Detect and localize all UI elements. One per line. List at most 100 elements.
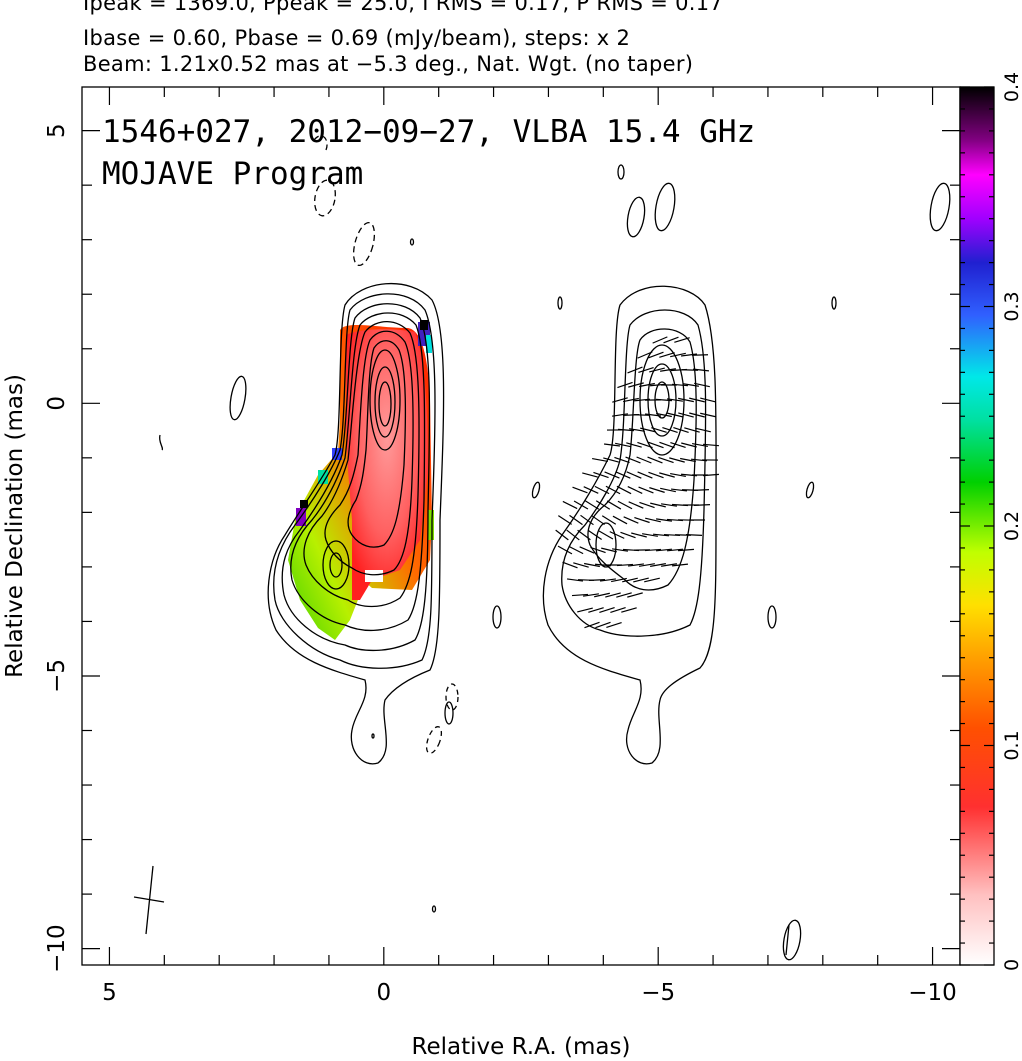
evpa-tick <box>633 577 649 583</box>
right-intensity-contours <box>542 285 717 765</box>
evpa-tick <box>628 382 644 388</box>
evpa-tick <box>650 502 666 508</box>
evpa-tick <box>588 607 604 613</box>
header-stats-line1: Ipeak = 1369.0, Ppeak = 25.0, I RMS = 0.… <box>83 0 724 15</box>
y-tick-label: −5 <box>44 659 70 693</box>
evpa-tick <box>637 441 653 449</box>
header-beam-line: Beam: 1.21x0.52 mas at −5.3 deg., Nat. W… <box>83 52 694 76</box>
evpa-tick <box>614 456 630 464</box>
evpa-tick <box>627 486 643 494</box>
plot-frame <box>81 86 961 966</box>
evpa-tick <box>660 487 676 493</box>
evpa-tick <box>640 427 656 433</box>
evpa-tick <box>678 397 694 403</box>
colorbar-tick-label: 0.2 <box>1001 511 1022 541</box>
evpa-tick <box>702 473 720 477</box>
evpa-tick <box>623 516 639 524</box>
evpa-tick <box>611 577 627 583</box>
evpa-tick <box>642 533 658 537</box>
evpa-tick <box>583 486 599 494</box>
evpa-tick <box>655 548 673 552</box>
evpa-tick <box>555 529 569 541</box>
evpa-tick <box>615 471 631 479</box>
y-tick-label: −10 <box>44 924 70 973</box>
evpa-tick <box>627 592 643 598</box>
evpa-tick <box>604 471 620 479</box>
evpa-tick <box>601 547 617 553</box>
evpa-tick <box>637 471 653 479</box>
evpa-tick <box>558 515 572 525</box>
evpa-tick <box>644 577 660 583</box>
evpa-tick <box>557 545 573 555</box>
x-tick-label: 0 <box>376 980 391 1006</box>
evpa-tick <box>638 486 654 494</box>
evpa-tick <box>656 412 672 418</box>
evpa-tick <box>594 592 610 598</box>
y-tick-label: 0 <box>44 396 70 411</box>
evpa-tick <box>670 441 686 449</box>
evpa-tick <box>577 529 591 541</box>
evpa-tick <box>612 515 628 525</box>
evpa-tick <box>621 607 637 613</box>
evpa-tick <box>645 517 661 523</box>
evpa-tick <box>678 412 694 418</box>
evpa-tick <box>677 548 695 552</box>
evpa-tick <box>670 488 688 492</box>
evpa-tick <box>639 382 655 388</box>
evpa-tick <box>562 500 578 510</box>
evpa-tick <box>655 398 673 402</box>
evpa-tick <box>603 443 621 447</box>
evpa-tick <box>638 366 654 374</box>
evpa-tick <box>644 413 662 417</box>
evpa-tick <box>644 548 662 552</box>
evpa-tick <box>612 397 628 403</box>
evpa-tick <box>605 485 621 495</box>
evpa-tick <box>652 533 670 537</box>
evpa-tick <box>680 457 696 463</box>
evpa-tick <box>584 562 600 568</box>
left-intensity-contours <box>267 282 445 765</box>
evpa-tick <box>655 518 673 522</box>
evpa-tick <box>573 500 589 510</box>
evpa-tick <box>694 382 710 388</box>
evpa-tick <box>659 352 675 358</box>
evpa-tick <box>683 383 699 387</box>
colorbar-tick-label: 0.1 <box>1001 730 1022 760</box>
evpa-tick <box>617 500 633 510</box>
evpa-tick <box>599 578 617 582</box>
evpa-tick <box>636 456 652 464</box>
evpa-tick <box>591 514 605 526</box>
evpa-tick <box>670 472 686 478</box>
colorbar-ticks <box>960 86 994 966</box>
evpa-tick <box>593 471 609 479</box>
evpa-tick <box>627 563 645 567</box>
evpa-tick <box>605 592 621 598</box>
evpa-tick <box>572 486 588 494</box>
program-label: MOJAVE Program <box>102 156 363 192</box>
evpa-tick <box>594 485 610 495</box>
evpa-tick <box>566 578 584 582</box>
evpa-tick <box>573 562 589 568</box>
evpa-tick <box>651 427 667 433</box>
evpa-tick <box>582 472 598 478</box>
x-axis-label: Relative R.A. (mas) <box>412 1034 631 1060</box>
evpa-tick <box>601 515 617 525</box>
evpa-tick <box>693 504 711 506</box>
evpa-tick <box>566 529 580 541</box>
evpa-tick <box>611 548 629 552</box>
evpa-tick <box>658 456 674 464</box>
evpa-tick <box>648 351 664 359</box>
evpa-tick <box>685 534 703 536</box>
evpa-tick <box>579 546 595 554</box>
header-stats-line2: Ibase = 0.60, Pbase = 0.69 (mJy/beam), s… <box>83 26 631 50</box>
evpa-tick <box>666 548 684 552</box>
evpa-tick <box>626 442 642 448</box>
evpa-tick <box>700 412 716 418</box>
colorbar-tick-label: 0 <box>1001 959 1022 971</box>
axis-tick-labels: 5 0 −5 −10 5 0 −5 −10 <box>44 123 957 1006</box>
evpa-vectors <box>555 336 720 629</box>
evpa-tick <box>650 563 666 567</box>
evpa-tick <box>584 500 600 510</box>
evpa-tick <box>598 530 614 540</box>
evpa-tick <box>625 456 641 464</box>
